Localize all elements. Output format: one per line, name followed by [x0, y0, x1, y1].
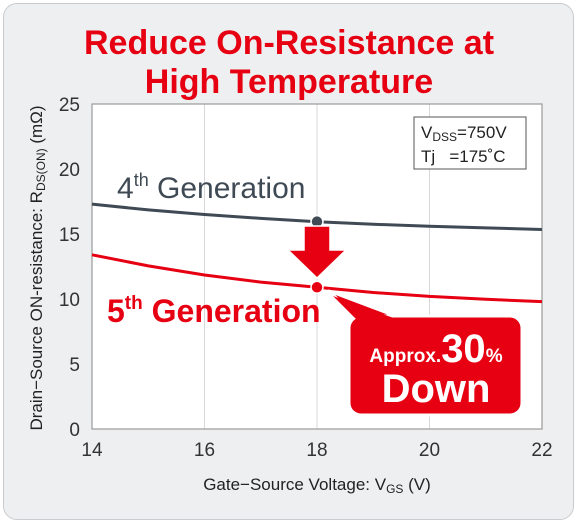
y-tick-labels: 0 5 10 15 20 25: [59, 95, 80, 441]
y-axis-label: Drain−Source ON-resistance: RDS(ON) (mΩ): [27, 105, 48, 430]
condition-vdss-sub: DSS: [432, 130, 457, 144]
series-label-gen5: 5th Generation: [107, 293, 321, 329]
conditions-box: [413, 116, 527, 170]
chart-title-line-1: Reduce On-Resistance at: [84, 24, 494, 62]
y-axis-label-sub: DS(ON): [34, 148, 48, 191]
callout-value: 30: [441, 327, 486, 371]
x-axis-label-sub: GS: [386, 482, 403, 496]
gen4-label-base: 4: [117, 172, 134, 205]
chart-title-line-2: High Temperature: [145, 63, 433, 101]
callout-box: [347, 314, 524, 417]
down-arrow-icon: [286, 225, 348, 280]
y-tick-label-10: 10: [59, 290, 80, 311]
x-tick-label-14: 14: [81, 440, 103, 461]
gen5-label-base: 5: [107, 293, 125, 329]
y-axis-label-unit: (mΩ): [27, 105, 46, 148]
condition-vdss-value: =750V: [457, 123, 507, 142]
y-tick-label-20: 20: [59, 160, 80, 181]
x-tick-label-18: 18: [306, 440, 327, 461]
condition-tj: Tj =175˚C: [421, 147, 506, 166]
gen5-label-sup: th: [125, 293, 143, 314]
x-axis-label-unit: (V): [403, 475, 430, 494]
callout-line-2: Down: [382, 367, 491, 411]
y-axis-label-main: Drain−Source ON-resistance: R: [27, 191, 46, 431]
series-label-gen4: 4th Generation: [117, 170, 305, 205]
callout-pointer-fill: [333, 296, 399, 320]
callout-unit: %: [486, 346, 503, 367]
condition-vdss-main: V: [421, 123, 433, 142]
callout-prefix: Approx.: [369, 346, 441, 367]
y-tick-label-25: 25: [59, 95, 80, 116]
highlight-point-gen5: [310, 280, 324, 295]
x-tick-labels: 14 16 18 20 22: [81, 440, 552, 461]
gen4-label-rest: Generation: [149, 172, 306, 205]
x-tick-label-16: 16: [194, 440, 215, 461]
y-tick-label-0: 0: [69, 420, 80, 441]
x-tick-label-22: 22: [531, 440, 552, 461]
condition-vdss: VDSS=750V: [421, 123, 507, 144]
x-axis-label-main: Gate−Source Voltage: V: [203, 475, 387, 494]
gen5-label-rest: Generation: [143, 293, 321, 329]
y-tick-label-15: 15: [59, 225, 80, 246]
callout-line-1: Approx.30%: [369, 327, 502, 371]
plot-border: [91, 103, 543, 430]
x-tick-label-20: 20: [419, 440, 440, 461]
y-tick-label-5: 5: [69, 355, 80, 376]
x-axis-label: Gate−Source Voltage: VGS (V): [203, 475, 431, 496]
gen4-label-sup: th: [134, 170, 149, 190]
